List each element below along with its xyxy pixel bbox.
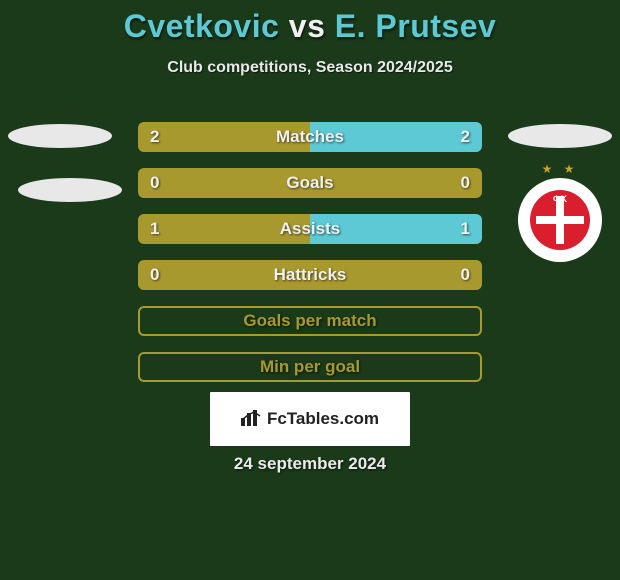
player2-avatar-placeholder <box>508 124 612 148</box>
stat-label: Min per goal <box>140 354 480 380</box>
stat-label: Matches <box>138 122 482 152</box>
stat-bars-container: 22Matches 00Goals 11Assists 00Hattricks Goal… <box>138 122 482 398</box>
stat-bar-row: Min per goal <box>138 352 482 382</box>
fctables-logo: FcTables.com <box>210 392 410 446</box>
vs-text: vs <box>289 8 326 44</box>
player1-name: Cvetkovic <box>124 8 280 44</box>
logo-text: FcTables.com <box>267 409 379 429</box>
comparison-title: Cvetkovic vs E. Prutsev <box>0 0 620 45</box>
logo-chart-icon <box>241 410 261 431</box>
stat-bar-row: 22Matches <box>138 122 482 152</box>
stat-bar-row: Goals per match <box>138 306 482 336</box>
stat-bar-row: 11Assists <box>138 214 482 244</box>
subtitle: Club competitions, Season 2024/2025 <box>0 59 620 77</box>
crest-letters: ФK <box>553 194 567 204</box>
stat-bar-row: 00Hattricks <box>138 260 482 290</box>
player1-club-placeholder <box>18 178 122 202</box>
player2-club-crest: ★ ★ ФK <box>518 178 602 262</box>
stat-label: Goals <box>138 168 482 198</box>
stat-bar-row: 00Goals <box>138 168 482 198</box>
crest-stars-icon: ★ ★ <box>542 162 579 176</box>
stat-label: Hattricks <box>138 260 482 290</box>
stat-label: Assists <box>138 214 482 244</box>
player1-avatar-placeholder <box>8 124 112 148</box>
crest-shield-icon: ФK <box>530 190 590 250</box>
player2-name: E. Prutsev <box>335 8 497 44</box>
stat-label: Goals per match <box>140 308 480 334</box>
snapshot-date: 24 september 2024 <box>0 454 620 474</box>
